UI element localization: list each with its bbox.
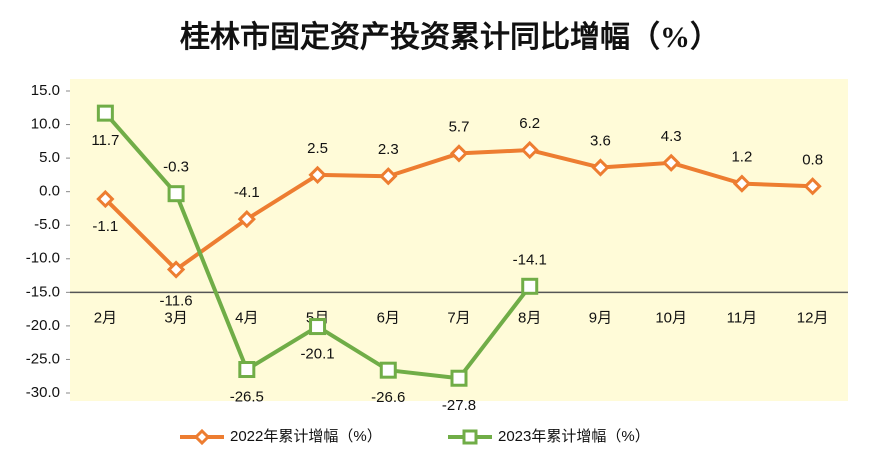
- x-tick-label: 7月: [447, 309, 470, 326]
- data-label: -11.6: [160, 292, 193, 309]
- marker: [732, 174, 752, 193]
- marker: [96, 104, 114, 122]
- marker: [309, 318, 327, 336]
- data-label: -26.5: [230, 388, 264, 405]
- y-tick-label: -25.0: [26, 350, 60, 367]
- x-tick-label: 3月: [164, 309, 187, 326]
- data-label: 4.3: [661, 128, 682, 145]
- legend-label: 2023年累计增幅（%）: [498, 428, 650, 445]
- y-tick-label: -5.0: [34, 216, 60, 233]
- plot-area: [70, 79, 848, 401]
- marker: [379, 361, 397, 379]
- legend-label: 2022年累计增幅（%）: [230, 428, 382, 445]
- data-label: 2.5: [307, 140, 328, 157]
- data-label: 0.8: [802, 151, 823, 168]
- marker: [238, 361, 256, 379]
- data-label: -26.6: [371, 389, 405, 406]
- data-label: 1.2: [731, 149, 752, 166]
- marker: [450, 369, 468, 387]
- marker: [520, 140, 539, 160]
- marker: [662, 153, 681, 172]
- marker: [237, 210, 256, 229]
- data-label: -4.1: [234, 184, 260, 201]
- y-tick-label: -20.0: [26, 317, 60, 334]
- marker: [308, 165, 327, 185]
- x-tick-label: 9月: [589, 309, 612, 326]
- y-tick-label: 15.0: [31, 82, 60, 99]
- marker: [521, 277, 539, 295]
- marker: [167, 185, 185, 203]
- marker: [449, 144, 469, 163]
- x-tick-label: 11月: [727, 309, 758, 326]
- data-label: 3.6: [590, 132, 611, 149]
- y-tick-label: -15.0: [26, 283, 60, 300]
- data-label: -14.1: [513, 251, 547, 268]
- data-label: 2.3: [378, 141, 399, 158]
- data-label: 6.2: [519, 115, 540, 132]
- y-tick-label: 0.0: [39, 183, 60, 200]
- marker: [96, 189, 115, 209]
- data-label: -20.1: [300, 346, 334, 363]
- chart-title: 桂林市固定资产投资累计同比增幅（%）: [180, 20, 720, 54]
- data-label: -1.1: [92, 218, 118, 235]
- data-label: 5.7: [449, 118, 470, 135]
- x-tick-label: 2月: [94, 309, 117, 326]
- marker: [379, 167, 398, 186]
- legend-marker: [193, 428, 211, 446]
- y-tick-label: 10.0: [31, 116, 60, 133]
- y-tick-label: -10.0: [26, 250, 60, 267]
- y-tick-label: -30.0: [26, 384, 60, 401]
- x-tick-label: 4月: [235, 309, 258, 326]
- x-tick-label: 10月: [655, 309, 687, 326]
- marker: [166, 260, 186, 279]
- legend-marker: [462, 429, 478, 445]
- x-tick-label: 12月: [797, 309, 829, 326]
- marker: [803, 177, 822, 196]
- x-tick-label: 6月: [377, 309, 400, 326]
- y-tick-label: 5.0: [39, 149, 60, 166]
- x-tick-label: 8月: [518, 309, 541, 326]
- marker: [591, 158, 610, 177]
- data-label: 11.7: [91, 132, 119, 149]
- data-label: -0.3: [163, 159, 189, 176]
- data-label: -27.8: [442, 397, 476, 414]
